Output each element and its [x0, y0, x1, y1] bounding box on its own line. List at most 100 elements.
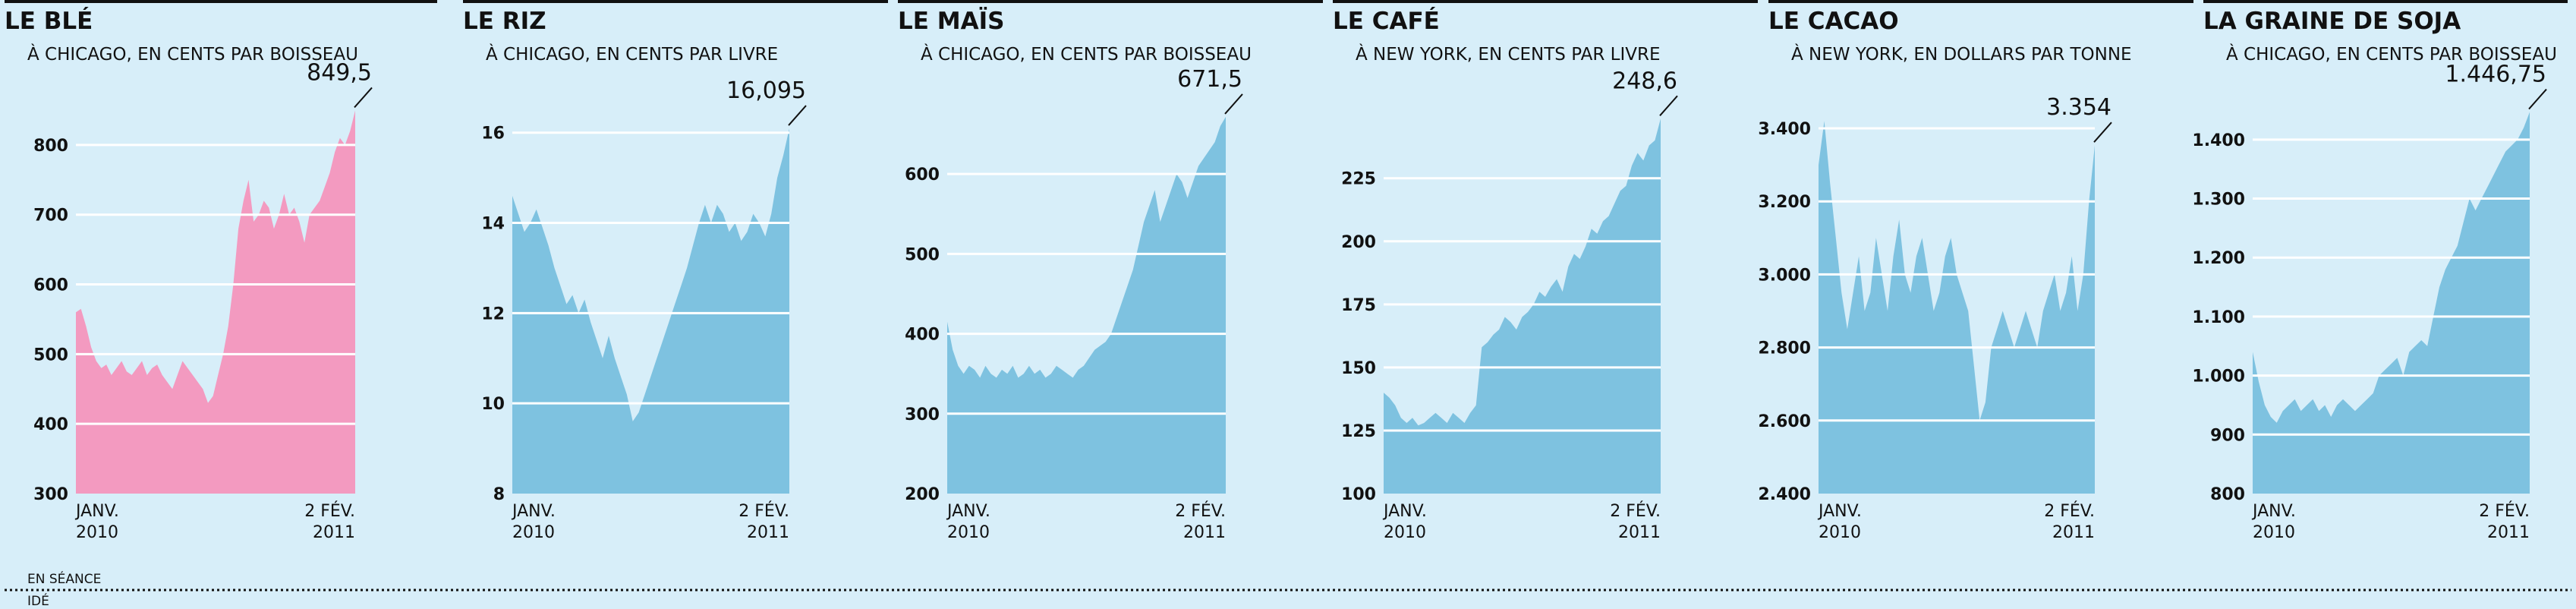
x-end-label-date: 2 FÉV. [2044, 501, 2095, 521]
y-tick-label: 8 [493, 485, 505, 504]
x-end-label-year: 2011 [2487, 523, 2530, 542]
x-start-label-year: 2010 [1819, 523, 1861, 542]
y-tick-label: 3.200 [1758, 193, 1811, 212]
chart-title: LA GRAINE DE SOJA [2203, 8, 2461, 35]
y-tick-label: 400 [33, 415, 68, 434]
x-start-label-year: 2010 [512, 523, 555, 542]
x-start-label-month: JANV. [946, 502, 990, 521]
y-tick-label: 600 [33, 276, 68, 295]
panel-header-bar [2203, 0, 2568, 3]
callout-leader-line [788, 105, 807, 126]
chart-subtitle: À CHICAGO, EN CENTS PAR LIVRE [486, 43, 778, 65]
y-tick-label: 300 [33, 485, 68, 504]
chart-subtitle: À CHICAGO, EN CENTS PAR BOISSEAU [27, 43, 358, 65]
y-tick-label: 225 [1341, 170, 1376, 189]
y-tick-label: 1.300 [2192, 191, 2245, 210]
last-value-label: 248,6 [1612, 68, 1677, 94]
y-tick-label: 1.100 [2192, 308, 2245, 327]
panel-header-bar [1333, 0, 1758, 3]
chart-panel-5: LE CACAO À NEW YORK, EN DOLLARS PAR TONNE… [1758, 0, 2193, 542]
chart-title: LE BLÉ [5, 8, 93, 35]
y-tick-label: 200 [905, 485, 940, 504]
chart-title: LE RIZ [463, 8, 546, 35]
x-end-label-year: 2011 [313, 523, 355, 542]
series-area [76, 110, 355, 494]
last-value-label: 3.354 [2046, 94, 2112, 121]
x-end-label-year: 2011 [1183, 523, 1226, 542]
y-tick-label: 10 [481, 395, 505, 414]
last-value-label: 849,5 [307, 59, 372, 86]
series-area [947, 116, 1226, 494]
chart-subtitle: À CHICAGO, EN CENTS PAR BOISSEAU [2226, 43, 2557, 65]
panel-header-bar [5, 0, 437, 3]
y-tick-label: 12 [481, 304, 505, 323]
callout-leader-line [1224, 93, 1243, 115]
x-end-label-year: 2011 [2052, 523, 2095, 542]
x-end-label-date: 2 FÉV. [1610, 501, 1661, 521]
chart-subtitle: À NEW YORK, EN CENTS PAR LIVRE [1356, 43, 1661, 65]
x-start-label-month: JANV. [74, 502, 119, 521]
y-tick-label: 500 [905, 245, 940, 264]
callout-leader-line [1659, 95, 1678, 116]
x-end-label-date: 2 FÉV. [738, 501, 789, 521]
x-start-label-year: 2010 [76, 523, 118, 542]
panel-header-bar [1768, 0, 2193, 3]
chart-title: LE CAFÉ [1333, 8, 1440, 35]
chart-title: LE CACAO [1768, 8, 1899, 35]
panel-header-bar [463, 0, 888, 3]
x-start-label-year: 2010 [2253, 523, 2295, 542]
y-tick-label: 3.400 [1758, 120, 1811, 139]
y-tick-label: 900 [2210, 426, 2245, 445]
callout-leader-line [354, 87, 373, 109]
y-tick-label: 800 [33, 137, 68, 156]
y-tick-label: 1.200 [2192, 249, 2245, 268]
series-area [1819, 121, 2095, 494]
last-value-label: 16,095 [726, 77, 806, 104]
chart-subtitle: À CHICAGO, EN CENTS PAR BOISSEAU [921, 43, 1252, 65]
series-area [2253, 112, 2530, 494]
x-end-label-year: 2011 [747, 523, 789, 542]
x-end-label-date: 2 FÉV. [1175, 501, 1226, 521]
callout-leader-line [2093, 121, 2112, 143]
last-value-label: 1.446,75 [2445, 62, 2546, 88]
y-tick-label: 800 [2210, 485, 2245, 504]
x-start-label-month: JANV. [511, 502, 556, 521]
x-end-label-date: 2 FÉV. [304, 501, 355, 521]
chart-panel-4: LE CAFÉ À NEW YORK, EN CENTS PAR LIVRE 100… [1333, 0, 1758, 542]
chart-title: LE MAÏS [898, 8, 1004, 35]
y-tick-label: 300 [905, 405, 940, 424]
x-start-label-year: 2010 [947, 523, 990, 542]
chart-panel-3: LE MAÏS À CHICAGO, EN CENTS PAR BOISSEAU 2… [898, 0, 1323, 542]
x-end-label-date: 2 FÉV. [2479, 501, 2530, 521]
panel-header-bar [898, 0, 1323, 3]
series-area [512, 128, 789, 494]
x-start-label-month: JANV. [1382, 502, 1427, 521]
y-tick-label: 175 [1341, 296, 1376, 315]
chart-panel-6: LA GRAINE DE SOJA À CHICAGO, EN CENTS PAR… [2192, 0, 2568, 542]
y-tick-label: 100 [1341, 485, 1376, 504]
last-value-label: 671,5 [1177, 66, 1242, 93]
chart-panel-1: LE BLÉ À CHICAGO, EN CENTS PAR BOISSEAU 30… [5, 0, 437, 542]
y-tick-label: 600 [905, 166, 940, 185]
y-tick-label: 1.400 [2192, 131, 2245, 150]
y-tick-label: 500 [33, 346, 68, 364]
callout-leader-line [2528, 88, 2547, 110]
footer-label-en-seance: EN SÉANCE [27, 570, 101, 587]
y-tick-label: 2.600 [1758, 412, 1811, 431]
y-tick-label: 3.000 [1758, 266, 1811, 285]
y-tick-label: 14 [481, 215, 505, 234]
y-tick-label: 700 [33, 207, 68, 226]
y-tick-label: 2.400 [1758, 485, 1811, 504]
chart-subtitle: À NEW YORK, EN DOLLARS PAR TONNE [1791, 43, 2132, 65]
y-tick-label: 1.000 [2192, 368, 2245, 387]
y-tick-label: 2.800 [1758, 339, 1811, 358]
x-start-label-year: 2010 [1384, 523, 1426, 542]
series-area [1384, 118, 1661, 494]
footer-label-ide: IDÉ [27, 592, 49, 609]
y-tick-label: 150 [1341, 359, 1376, 378]
y-tick-label: 200 [1341, 233, 1376, 252]
y-tick-label: 16 [481, 125, 505, 144]
x-end-label-year: 2011 [1618, 523, 1661, 542]
